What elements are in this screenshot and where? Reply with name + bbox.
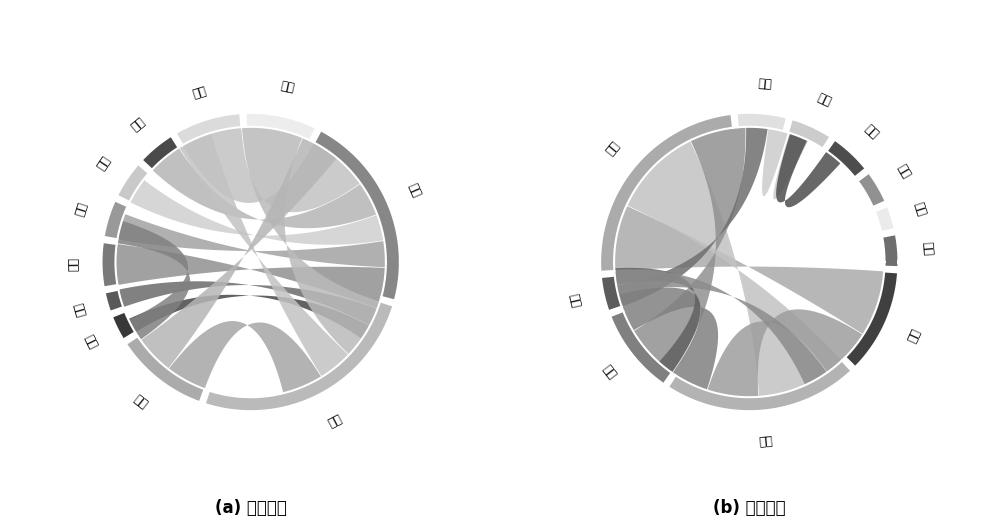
Polygon shape <box>599 113 733 272</box>
Text: 咏阳: 咏阳 <box>406 182 423 200</box>
Text: 天水: 天水 <box>912 200 928 217</box>
Text: 铜川: 铜川 <box>567 292 583 309</box>
Polygon shape <box>633 127 745 373</box>
Polygon shape <box>614 206 884 334</box>
Polygon shape <box>609 311 672 385</box>
Text: 天水: 天水 <box>70 302 87 319</box>
Polygon shape <box>141 135 179 170</box>
Polygon shape <box>614 269 827 385</box>
Polygon shape <box>117 221 190 340</box>
Polygon shape <box>175 112 241 145</box>
Text: 庆阳: 庆阳 <box>71 201 88 218</box>
Polygon shape <box>111 312 135 340</box>
Polygon shape <box>827 139 866 177</box>
Polygon shape <box>141 137 337 369</box>
Polygon shape <box>314 129 401 301</box>
Polygon shape <box>104 290 123 312</box>
Polygon shape <box>845 271 899 368</box>
Text: 渭南: 渭南 <box>903 327 921 345</box>
Text: 铜川: 铜川 <box>82 332 99 351</box>
Polygon shape <box>168 321 321 393</box>
Text: 临汾: 临汾 <box>127 115 146 134</box>
Polygon shape <box>204 301 394 412</box>
Text: 商洛: 商洛 <box>921 241 935 256</box>
Polygon shape <box>130 180 384 245</box>
Polygon shape <box>614 268 700 373</box>
Text: 宝鸡: 宝鸡 <box>189 83 207 100</box>
Text: (a) 迁入强度: (a) 迁入强度 <box>215 499 287 517</box>
Polygon shape <box>100 242 117 288</box>
Polygon shape <box>128 295 370 339</box>
Polygon shape <box>600 276 622 312</box>
Text: 宝鸡: 宝鸡 <box>599 363 618 382</box>
Polygon shape <box>118 281 378 325</box>
Polygon shape <box>736 112 787 131</box>
Polygon shape <box>116 163 149 202</box>
Polygon shape <box>614 127 885 397</box>
Polygon shape <box>875 206 896 232</box>
Polygon shape <box>183 127 360 212</box>
Polygon shape <box>618 288 718 390</box>
Polygon shape <box>762 128 808 199</box>
Text: 运城: 运城 <box>280 79 296 95</box>
Text: 咏阳: 咏阳 <box>758 433 773 447</box>
Polygon shape <box>788 118 831 148</box>
Text: 渭南: 渭南 <box>130 393 149 412</box>
Text: 平凁: 平凁 <box>93 154 111 172</box>
Polygon shape <box>115 244 386 308</box>
Text: 商洛: 商洛 <box>65 258 79 272</box>
Text: 运城: 运城 <box>757 77 772 91</box>
Polygon shape <box>667 361 852 412</box>
Polygon shape <box>616 127 768 307</box>
Polygon shape <box>103 200 128 239</box>
Text: (b) 迁出强度: (b) 迁出强度 <box>713 499 786 517</box>
Polygon shape <box>245 112 317 140</box>
Text: 临汾: 临汾 <box>815 91 833 108</box>
Polygon shape <box>115 127 386 397</box>
Polygon shape <box>179 133 349 377</box>
Polygon shape <box>707 309 863 397</box>
Polygon shape <box>242 127 380 355</box>
Text: 西安: 西安 <box>324 411 343 430</box>
Polygon shape <box>858 172 887 207</box>
Text: 西安: 西安 <box>602 138 621 157</box>
Polygon shape <box>125 336 205 403</box>
Polygon shape <box>152 148 377 228</box>
Polygon shape <box>882 234 900 267</box>
Polygon shape <box>627 140 842 397</box>
Polygon shape <box>117 214 386 267</box>
Text: 平凁: 平凁 <box>894 162 913 181</box>
Text: 庆阳: 庆阳 <box>862 122 881 141</box>
Polygon shape <box>776 133 841 207</box>
